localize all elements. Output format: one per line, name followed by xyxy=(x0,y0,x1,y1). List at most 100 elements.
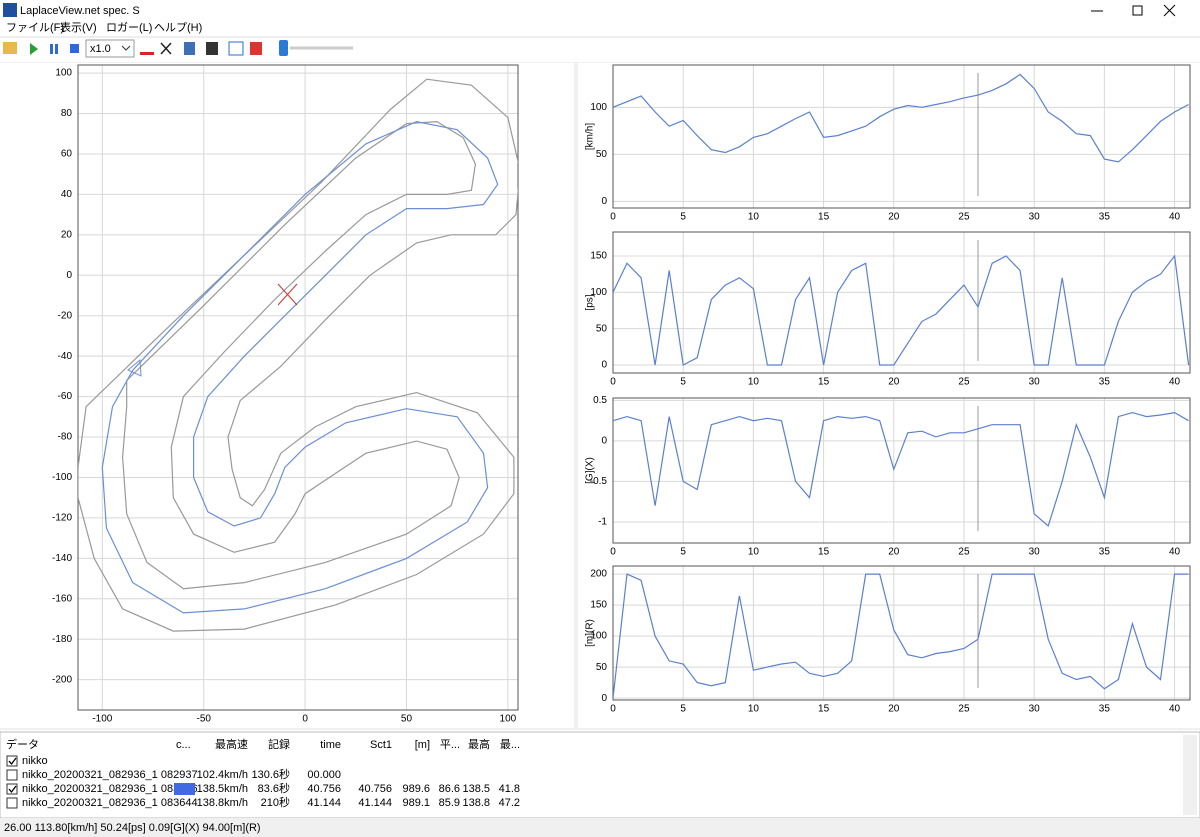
pause-button[interactable] xyxy=(50,44,53,54)
x-tick-label: 0 xyxy=(610,212,616,223)
column-header[interactable]: 平... xyxy=(440,739,460,751)
x-tick-label: 100 xyxy=(500,714,517,725)
row-cell: 989.6 xyxy=(402,783,430,795)
y-tick-label: -180 xyxy=(52,634,72,645)
table: データ c... 最高速 記録 time Sct1 [m] 平... 最高 最... nikko ni… xyxy=(6,737,520,809)
x-tick-label: 20 xyxy=(888,704,900,715)
x-tick-label: 40 xyxy=(1169,704,1181,715)
pdf-icon[interactable] xyxy=(250,42,262,55)
row-cell: 138.5 xyxy=(462,783,490,795)
y-tick-label: 150 xyxy=(590,251,607,262)
y-tick-label: 50 xyxy=(596,323,608,334)
x-tick-label: 50 xyxy=(401,714,413,725)
dropdown-arrow xyxy=(121,45,131,51)
x-tick-label: 25 xyxy=(958,704,970,715)
status-bar xyxy=(0,818,1200,837)
y-tick-label: 100 xyxy=(55,68,72,79)
scrollbar[interactable] xyxy=(1183,735,1197,815)
y-tick-label: 50 xyxy=(596,149,608,160)
row-cell: 40.756 xyxy=(358,783,392,795)
column-header[interactable]: [m] xyxy=(415,739,430,751)
checkmark xyxy=(8,785,17,794)
x-tick-label: 15 xyxy=(818,377,830,388)
speed-value: x1.0 xyxy=(90,43,111,55)
row-checkbox[interactable] xyxy=(6,769,18,781)
y-tick-label: -60 xyxy=(58,391,73,402)
y-tick-label: 20 xyxy=(61,229,73,240)
x-tick-label: 10 xyxy=(748,547,760,558)
close-button[interactable] xyxy=(1163,4,1176,17)
y-tick-label: 0 xyxy=(66,270,72,281)
row-name[interactable]: nikko_20200321_082936_1 083644 xyxy=(22,797,198,809)
column-header[interactable]: time xyxy=(320,739,341,751)
row-name[interactable]: nikko xyxy=(22,755,48,767)
x-tick-label: 40 xyxy=(1169,547,1181,558)
restore-button[interactable] xyxy=(1132,5,1143,16)
y-tick-label: 40 xyxy=(61,189,73,200)
pause-button[interactable] xyxy=(55,44,58,54)
column-header[interactable]: 記録 xyxy=(268,737,290,751)
x-tick-label: 15 xyxy=(818,212,830,223)
column-header[interactable]: データ xyxy=(6,737,39,751)
data-line xyxy=(613,411,1189,528)
y-tick-label: -120 xyxy=(52,513,72,524)
menu-item[interactable]: ヘルプ(H) xyxy=(154,21,202,34)
y-tick-label: -100 xyxy=(52,472,72,483)
y-tick-label: 0 xyxy=(601,436,607,447)
x-tick-label: 5 xyxy=(680,212,686,223)
row-cell: 00.000 xyxy=(307,769,341,781)
row-checkbox[interactable] xyxy=(6,755,18,767)
column-header[interactable]: Sct1 xyxy=(370,739,392,751)
start-marker xyxy=(127,358,142,377)
x-tick-label: 10 xyxy=(748,704,760,715)
car-marker xyxy=(277,283,298,306)
row-name[interactable]: nikko_20200321_082936_1 083216 xyxy=(22,783,198,795)
lap-icon[interactable] xyxy=(206,42,218,55)
play-button[interactable] xyxy=(30,43,38,55)
delete-icon[interactable] xyxy=(160,42,172,55)
row-checkbox[interactable] xyxy=(6,783,18,795)
x-tick-label: 25 xyxy=(958,377,970,388)
x-tick-label: 20 xyxy=(888,212,900,223)
data-line xyxy=(78,78,518,632)
menu-item[interactable]: ファイル(F) xyxy=(6,22,64,34)
x-tick-label: 20 xyxy=(888,547,900,558)
seek-thumb[interactable] xyxy=(279,40,288,56)
stop-button[interactable] xyxy=(70,44,79,53)
y-tick-label: 0 xyxy=(601,196,607,207)
x-tick-label: 40 xyxy=(1169,377,1181,388)
column-header[interactable]: c... xyxy=(176,739,191,751)
y-tick-label: -20 xyxy=(58,310,73,321)
plot-frame xyxy=(612,64,1191,209)
open-icon[interactable] xyxy=(3,42,17,54)
row-cell: 47.2 xyxy=(499,797,520,809)
y-tick-label: 0 xyxy=(601,360,607,371)
data-line xyxy=(121,120,477,590)
x-tick-label: 10 xyxy=(748,377,760,388)
column-header[interactable]: 最高 xyxy=(468,737,490,751)
column-header[interactable]: 最... xyxy=(500,738,520,751)
window-title: LaplaceView.net spec. S xyxy=(20,5,140,17)
y-axis-label: [km/h] xyxy=(585,123,596,150)
y-axis-label: [G](X) xyxy=(585,457,596,484)
data-line xyxy=(613,573,1189,699)
data-line xyxy=(613,73,1189,163)
x-tick-label: 40 xyxy=(1169,212,1181,223)
graph-icon[interactable] xyxy=(228,41,244,56)
speed-select[interactable] xyxy=(85,39,135,58)
x-tick-label: 0 xyxy=(610,377,616,388)
x-tick-label: -100 xyxy=(92,714,112,725)
y-tick-label: 60 xyxy=(61,149,73,160)
menu-item[interactable]: 表示(V) xyxy=(60,20,97,34)
y-tick-label: 50 xyxy=(596,662,608,673)
row-checkbox[interactable] xyxy=(6,797,18,809)
export-icon[interactable] xyxy=(184,42,195,55)
erase-icon[interactable] xyxy=(140,52,154,55)
column-header[interactable]: 最高速 xyxy=(215,737,248,751)
x-tick-label: 30 xyxy=(1029,547,1041,558)
y-axis-label: [m](R) xyxy=(585,619,596,647)
y-tick-label: 200 xyxy=(590,569,607,580)
x-tick-label: -50 xyxy=(196,714,211,725)
row-name[interactable]: nikko_20200321_082936_1 082937 xyxy=(22,769,198,781)
menu-item[interactable]: ロガー(L) xyxy=(106,21,152,34)
